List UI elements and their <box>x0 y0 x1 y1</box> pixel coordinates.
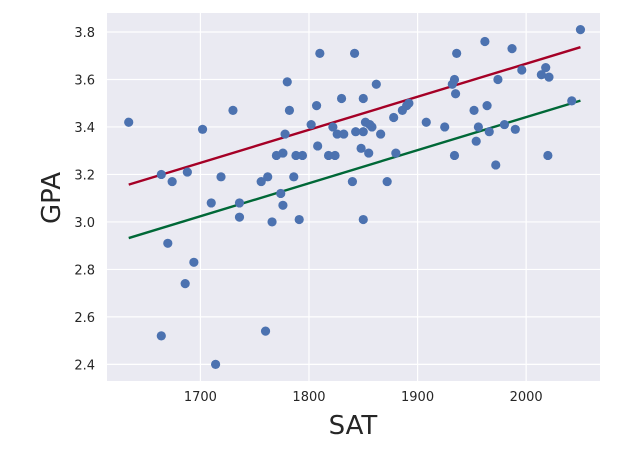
upper-regression-line <box>128 46 581 186</box>
data-point <box>517 65 527 75</box>
data-point <box>358 214 368 225</box>
data-point <box>267 217 277 227</box>
data-point <box>323 150 334 161</box>
data-point <box>510 124 520 134</box>
data-point <box>575 25 586 35</box>
data-point <box>469 105 479 115</box>
data-point <box>315 48 325 58</box>
data-point <box>404 98 414 108</box>
data-point <box>313 141 323 151</box>
data-point <box>228 105 238 115</box>
data-point <box>294 214 304 225</box>
y-axis-label: GPA <box>37 172 67 224</box>
data-point <box>180 279 190 289</box>
data-point <box>452 48 462 58</box>
data-point <box>278 148 288 158</box>
x-tick-label: 1900 <box>401 390 434 405</box>
data-point <box>280 129 290 139</box>
plot-background <box>107 13 600 381</box>
data-point <box>349 48 360 58</box>
data-point <box>382 176 392 187</box>
data-point <box>482 100 492 111</box>
data-point <box>507 44 517 54</box>
data-point <box>351 127 361 137</box>
data-point <box>284 105 295 115</box>
y-tick-label: 3.6 <box>74 73 95 88</box>
x-tick-labels: 1700 1800 1900 2000 <box>184 390 543 405</box>
data-point <box>197 124 208 134</box>
data-point <box>332 129 342 139</box>
data-point <box>289 172 299 182</box>
x-tick-label: 2000 <box>510 390 543 405</box>
y-tick-label: 3.4 <box>74 121 95 136</box>
data-point <box>206 198 216 208</box>
data-point <box>167 176 177 187</box>
x-tick-label: 1800 <box>292 390 325 405</box>
data-point <box>449 150 460 161</box>
data-point <box>234 212 245 222</box>
y-tick-label: 2.4 <box>74 358 95 373</box>
data-point <box>484 127 494 137</box>
y-tick-label: 2.6 <box>74 311 95 326</box>
x-axis-label: SAT <box>329 411 378 441</box>
y-tick-labels: 2.4 2.6 2.8 3.0 3.2 3.4 3.6 3.8 <box>74 26 95 373</box>
data-point <box>339 129 349 139</box>
data-point <box>449 74 460 85</box>
y-tick-label: 3.8 <box>74 26 95 41</box>
data-point <box>389 112 399 123</box>
y-tick-label: 3.2 <box>74 168 95 183</box>
data-point <box>376 129 386 139</box>
data-point <box>336 93 347 104</box>
data-point <box>291 150 301 161</box>
data-point <box>156 169 166 180</box>
data-point <box>450 89 461 99</box>
y-tick-label: 3.0 <box>74 216 95 231</box>
data-point <box>536 70 546 80</box>
data-point <box>297 150 308 161</box>
data-point <box>480 36 490 47</box>
data-point <box>328 122 338 132</box>
data-point <box>541 63 551 73</box>
data-point <box>473 122 483 132</box>
data-point <box>156 331 166 341</box>
data-point <box>163 238 173 248</box>
data-point <box>347 176 358 187</box>
data-point <box>282 77 292 87</box>
data-point <box>499 119 510 130</box>
data-point <box>358 93 368 104</box>
data-point <box>256 176 266 187</box>
data-point <box>491 160 501 170</box>
data-point <box>358 127 368 137</box>
data-point <box>311 100 322 111</box>
data-point <box>216 172 226 182</box>
data-point <box>421 117 431 127</box>
data-point <box>371 79 381 89</box>
data-point <box>364 148 374 158</box>
data-point <box>471 136 481 146</box>
y-tick-label: 2.8 <box>74 263 95 278</box>
data-point <box>260 326 271 336</box>
data-point <box>278 200 288 210</box>
data-point <box>356 143 366 153</box>
data-point <box>124 117 134 127</box>
data-point <box>210 359 221 369</box>
data-point <box>306 119 316 130</box>
data-point <box>440 122 450 132</box>
data-point <box>263 172 273 182</box>
data-point <box>367 122 377 132</box>
data-point <box>182 167 192 177</box>
data-point <box>493 74 503 85</box>
x-tick-label: 1700 <box>184 390 217 405</box>
data-point <box>189 257 199 267</box>
data-point <box>330 150 340 161</box>
data-point <box>544 72 554 82</box>
data-point <box>391 148 401 158</box>
data-points <box>124 25 586 369</box>
data-point <box>567 96 577 106</box>
data-point <box>543 150 553 161</box>
data-point <box>234 198 245 208</box>
data-point <box>276 188 286 199</box>
